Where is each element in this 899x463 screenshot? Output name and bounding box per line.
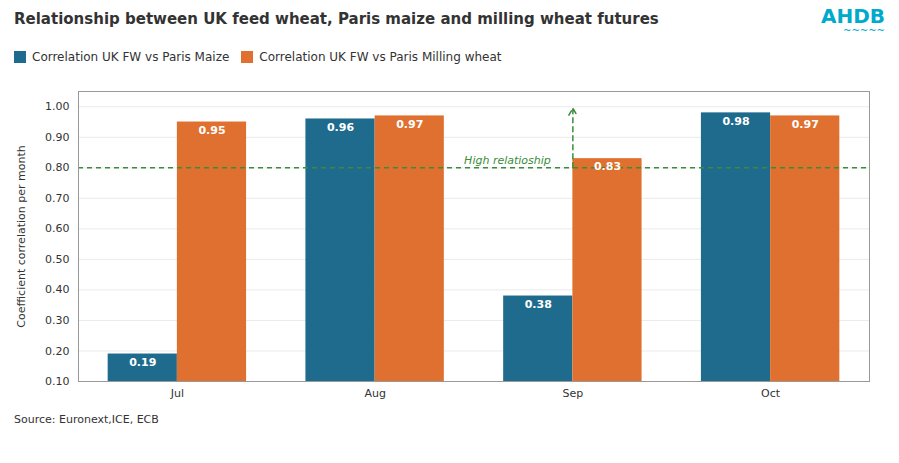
svg-text:1.00: 1.00 — [45, 100, 70, 113]
svg-text:0.83: 0.83 — [594, 160, 621, 173]
svg-text:0.90: 0.90 — [45, 131, 70, 144]
html-text:Correlation UK FW vs Paris Mil: Correlation UK FW vs Paris Milling wheat — [259, 49, 502, 64]
svg-text:0.98: 0.98 — [722, 115, 749, 128]
svg-text:Jul: Jul — [170, 387, 184, 400]
html-text:Correlation UK FW vs Paris Mai: Correlation UK FW vs Paris Maize — [32, 49, 230, 64]
svg-text:0.96: 0.96 — [327, 121, 354, 134]
svg-text:0.50: 0.50 — [45, 253, 70, 266]
svg-text:0.10: 0.10 — [45, 375, 70, 388]
svg-text:Coefficient correlation per mo: Coefficient correlation per month — [15, 145, 28, 327]
svg-text:0.20: 0.20 — [45, 344, 70, 357]
svg-text:Sep: Sep — [563, 387, 584, 400]
svg-text:0.97: 0.97 — [792, 118, 819, 131]
svg-text:0.19: 0.19 — [129, 356, 156, 369]
svg-text:0.40: 0.40 — [45, 283, 70, 296]
html-text:Relationship between UK feed w: Relationship between UK feed wheat, Pari… — [14, 10, 659, 28]
svg-text:0.38: 0.38 — [525, 298, 552, 311]
svg-text:High relatioship: High relatioship — [464, 154, 551, 167]
html-text:AHDB: AHDB — [820, 4, 885, 28]
svg-text:Aug: Aug — [364, 387, 385, 400]
svg-text:0.97: 0.97 — [396, 118, 423, 131]
svg-text:0.30: 0.30 — [45, 314, 70, 327]
svg-text:0.60: 0.60 — [45, 222, 70, 235]
html-text:Source: Euronext,ICE, ECB: Source: Euronext,ICE, ECB — [14, 413, 159, 426]
svg-text:Oct: Oct — [761, 387, 781, 400]
svg-text:0.95: 0.95 — [198, 124, 225, 137]
svg-text:0.80: 0.80 — [45, 161, 70, 174]
svg-text:0.70: 0.70 — [45, 192, 70, 205]
